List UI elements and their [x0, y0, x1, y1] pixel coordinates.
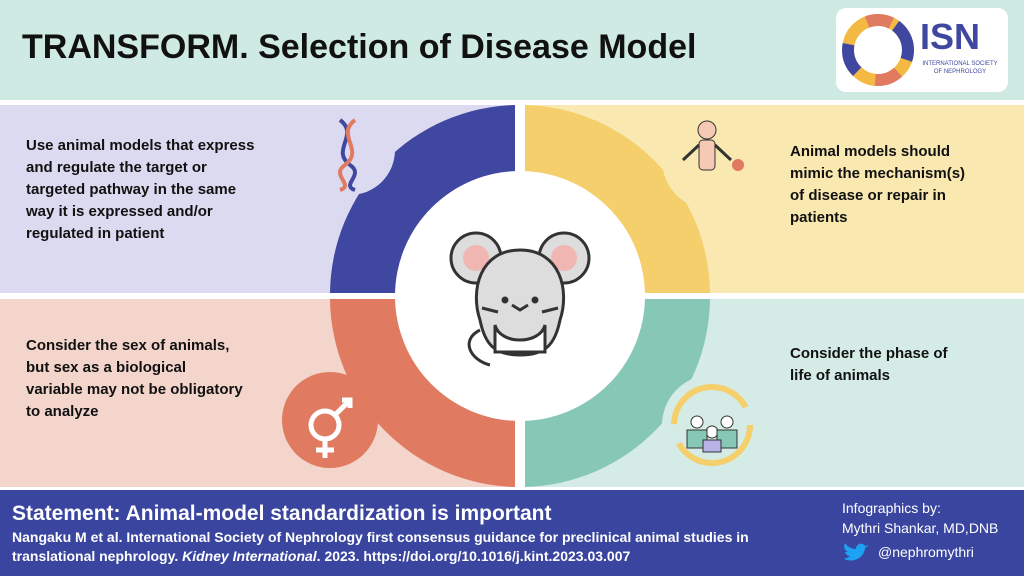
quadrant-text: Consider the sex of animals, but sex as … — [26, 337, 243, 420]
title: TRANSFORM. Selection of Disease Model — [22, 28, 697, 66]
quadrant-text: Use animal models that express and regul… — [26, 137, 255, 242]
twitter-icon — [844, 543, 869, 561]
statement: Statement: Animal-model standardization … — [12, 502, 552, 525]
logo: ISN INTERNATIONAL SOCIETY OF NEPHROLOGY — [836, 8, 1008, 92]
author: Mythri Shankar, MD,DNB — [842, 520, 999, 536]
mouse-icon — [449, 231, 591, 367]
citation: Nangaku M et al. International Society o… — [12, 528, 802, 566]
logo-mark — [842, 14, 914, 86]
logo-acronym: ISN — [920, 16, 981, 57]
credit: Infographics by: — [842, 500, 941, 516]
journal: Kidney International — [182, 548, 317, 564]
quadrant-text: Animal models should mimic the mechanism… — [790, 143, 966, 226]
footer: Statement: Animal-model standardization … — [0, 490, 1024, 576]
logo-name: INTERNATIONAL SOCIETY OF NEPHROLOGY — [922, 61, 998, 75]
quadrant-text: Consider the phase of life of animals — [790, 345, 948, 384]
citation-text: . 2023. https://doi.org/10.1016/j.kint.2… — [316, 548, 631, 564]
citation-text: Nangaku M et al. International Society o… — [12, 529, 749, 564]
handle: @nephromythri — [878, 544, 974, 560]
